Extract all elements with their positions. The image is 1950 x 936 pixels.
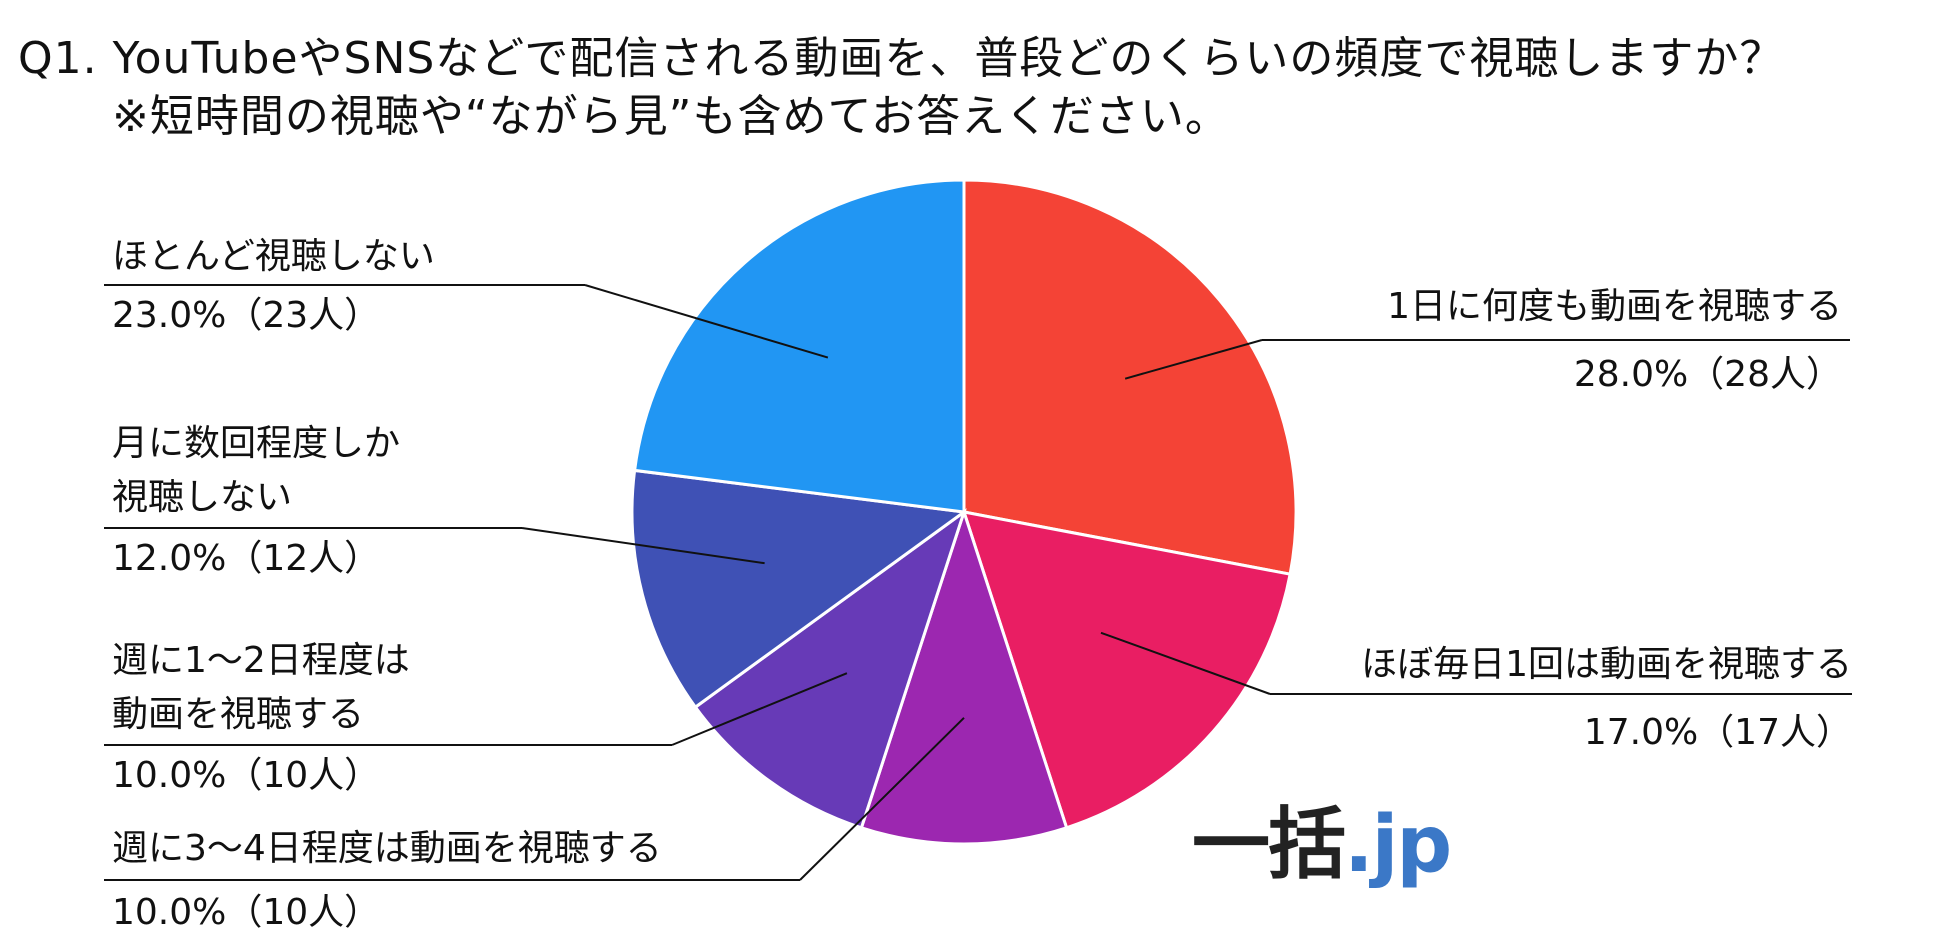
slice-category-label: 動画を視聴する [112, 694, 364, 735]
slice-value-label: 28.0%（28人） [1574, 354, 1842, 395]
pie-slice [859, 507, 1069, 846]
slice-category-label: ほとんど視聴しない [112, 236, 435, 277]
slice-labels: 1日に何度も動画を視聴する 28.0%（28人） ほぼ毎日1回は動画を視聴する 17.… [112, 236, 1852, 933]
slice-value-label: 17.0%（17人） [1584, 712, 1852, 753]
slice-value-label: 10.0%（10人） [112, 755, 380, 796]
question-title-line2: ※短時間の視聴や“ながら見”も含めてお答えください。 [112, 91, 1230, 142]
leader-pointer [671, 672, 848, 746]
pie-slice [961, 510, 1292, 830]
brand-logo: 一括.jp [1192, 782, 1452, 894]
slice-category-label: 週に1〜2日程度は [112, 640, 410, 681]
question-title-line1: Q1. YouTubeやSNSなどで配信される動画を、普段どのくらいの頻度で視聴… [18, 33, 1785, 84]
leader-pointer [1100, 631, 1271, 695]
slice-value-label: 10.0%（10人） [112, 892, 380, 933]
pie-slice [630, 468, 968, 710]
slice-category-label: 視聴しない [112, 477, 292, 518]
slice-value-label: 12.0%（12人） [112, 538, 380, 579]
leader-pointer [521, 527, 765, 565]
slice-category-label: 月に数回程度しか [112, 423, 400, 464]
pie-slice [632, 178, 966, 514]
slice-value-label: 23.0%（23人） [112, 295, 380, 336]
logo-brand-text: 一括 [1192, 800, 1346, 890]
slice-category-label: 週に3〜4日程度は動画を視聴する [112, 828, 662, 869]
slice-category-label: 1日に何度も動画を視聴する [1387, 286, 1842, 327]
leader-pointer [584, 284, 829, 359]
leader-pointer [799, 717, 965, 881]
slice-category-label: ほぼ毎日1回は動画を視聴する [1361, 644, 1852, 685]
leader-lines [104, 284, 1852, 881]
logo-tld-text: .jp [1344, 800, 1452, 890]
leader-pointer [1124, 339, 1263, 380]
pie-slices [630, 178, 1298, 846]
pie-slice [693, 508, 967, 830]
